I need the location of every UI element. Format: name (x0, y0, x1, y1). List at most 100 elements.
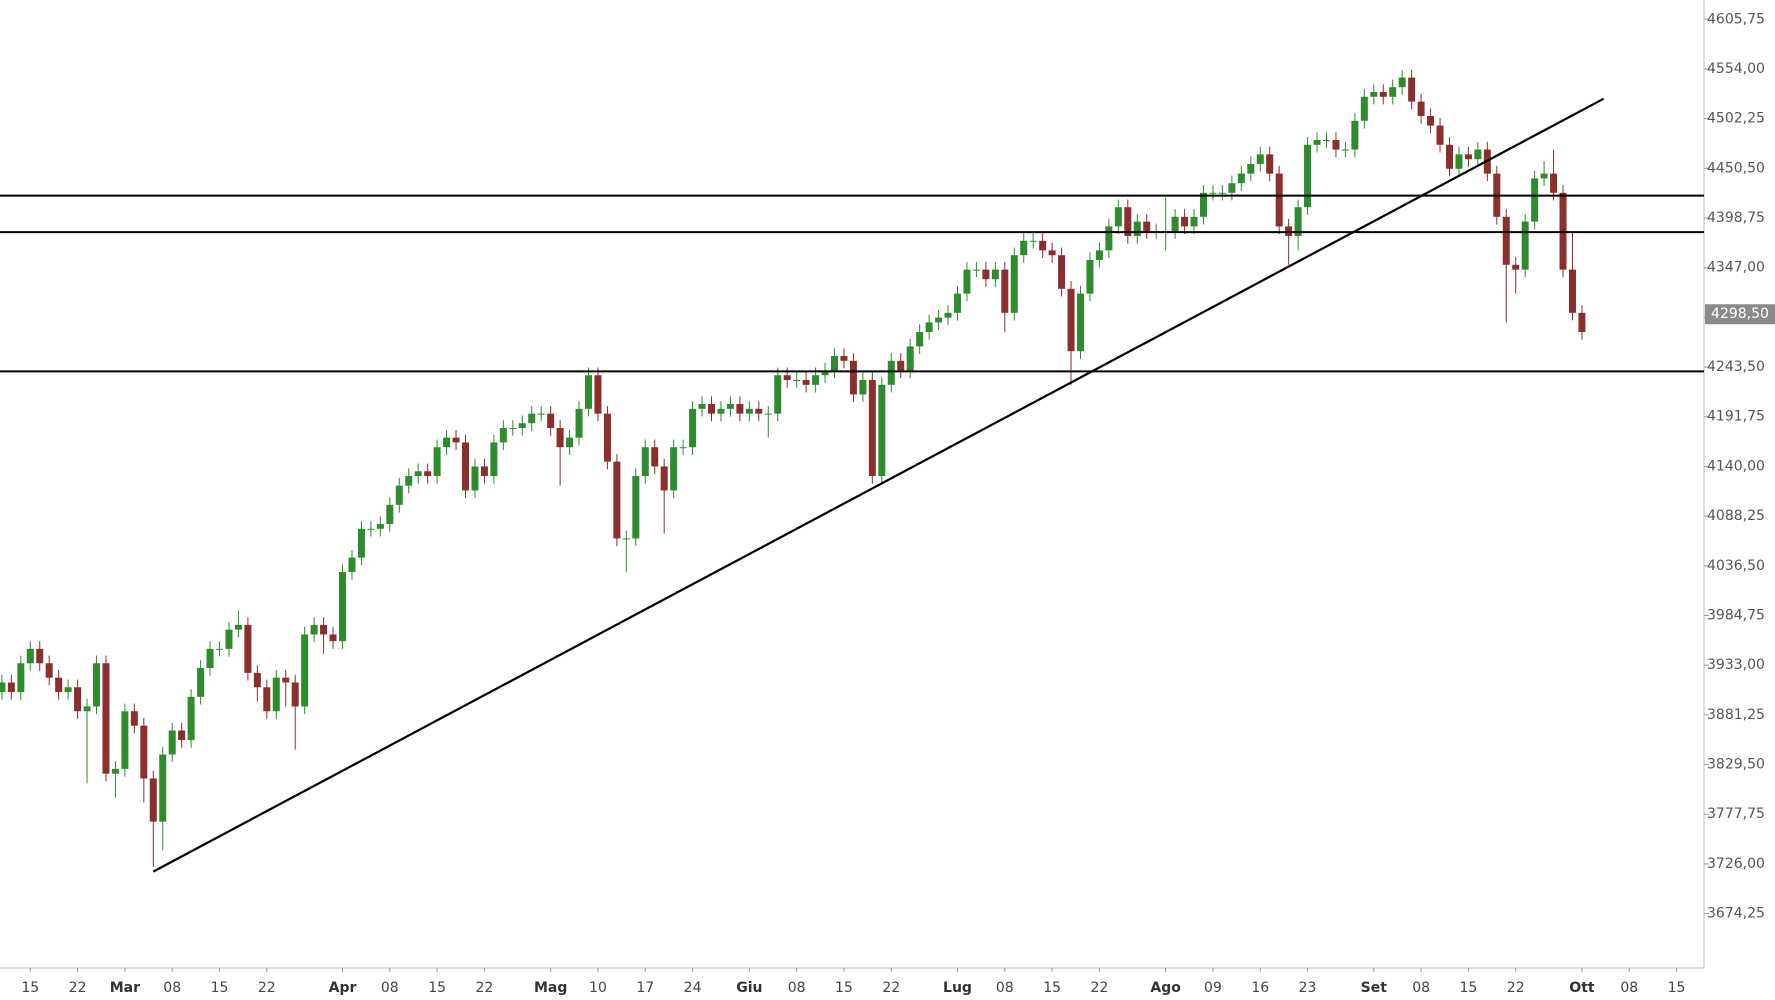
candle-body (348, 557, 356, 573)
candle-body (641, 447, 649, 477)
candle-body (471, 466, 479, 491)
candle-body (17, 663, 25, 693)
candle-body (1020, 240, 1028, 256)
candle-body (168, 730, 176, 755)
x-tick-label: 22 (1091, 980, 1109, 996)
x-tick-label: 08 (163, 980, 181, 996)
candle-body (1218, 192, 1226, 194)
candle-body (972, 269, 980, 271)
candle-body (443, 437, 451, 448)
candle-body (670, 447, 678, 491)
candle-body (963, 269, 971, 294)
candle-body (1039, 240, 1047, 251)
candle-body (1436, 125, 1444, 145)
candle-body (225, 629, 233, 649)
candle-body (1209, 192, 1217, 194)
candle-body (121, 711, 129, 769)
candle-body (887, 360, 895, 385)
candle-body (1058, 255, 1066, 289)
candle-body (74, 687, 82, 712)
candle-body (1237, 173, 1245, 184)
candle-body (26, 648, 34, 664)
candle-body (1531, 178, 1539, 222)
candle-body (1474, 149, 1482, 160)
x-tick-label: 22 (882, 980, 900, 996)
candle-body (1143, 221, 1151, 232)
x-tick-label: 15 (1459, 980, 1477, 996)
candle-body (830, 356, 838, 371)
candle-body (566, 437, 574, 448)
x-tick-label: 08 (788, 980, 806, 996)
candle-body (197, 668, 205, 697)
candle-body (206, 648, 214, 669)
candle-body (528, 413, 536, 424)
y-tick-label: 4191,75 (1707, 409, 1765, 425)
candle-body (537, 413, 545, 415)
x-tick-label: 10 (589, 980, 607, 996)
candle-body (916, 332, 924, 347)
candle-body (632, 476, 640, 539)
trend-line (152, 97, 1605, 873)
candle-body (1067, 288, 1075, 352)
candle-body (244, 624, 252, 673)
candle-body (1313, 139, 1321, 145)
candle-body (367, 528, 375, 530)
candle-body (575, 408, 583, 438)
last-price-label: 4298,50 (1711, 306, 1769, 322)
x-tick-label: 15 (835, 980, 853, 996)
candle-body (868, 380, 876, 477)
candle-body (698, 404, 706, 409)
x-tick-label: Apr (329, 980, 357, 996)
x-tick-label: Ago (1150, 980, 1181, 996)
candle-body (272, 677, 280, 712)
x-tick-label: 22 (476, 980, 494, 996)
candle-body (547, 413, 555, 429)
candle-body (102, 663, 110, 774)
candle-body (1199, 192, 1207, 217)
last-price-badge (1705, 304, 1775, 325)
candle-body (253, 672, 261, 688)
y-tick-label: 4347,00 (1707, 260, 1765, 276)
candle-body (234, 624, 242, 630)
candle-body (55, 677, 63, 693)
candle-body (509, 428, 517, 430)
candle-body (755, 408, 763, 414)
candle-body (935, 317, 943, 323)
candle-body (216, 648, 224, 650)
candle-body (793, 380, 801, 382)
candle-body (878, 384, 886, 477)
x-tick-label: 16 (1251, 980, 1269, 996)
candle-body (603, 413, 611, 462)
candle-body (1294, 207, 1302, 236)
candle-body (1512, 264, 1520, 270)
candle-body (1266, 154, 1274, 174)
x-tick-label: Ott (1569, 980, 1595, 996)
candle-body (1048, 250, 1056, 256)
y-tick-label: 4398,75 (1707, 210, 1765, 226)
candle-body (1540, 173, 1548, 179)
x-tick-label: 15 (21, 980, 39, 996)
x-tick-label: 08 (996, 980, 1014, 996)
y-tick-label: 3984,75 (1707, 607, 1765, 623)
candle-body (1445, 144, 1453, 169)
x-tick-label: Lug (943, 980, 972, 996)
candle-body (1417, 101, 1425, 116)
candle-body (0, 682, 6, 693)
y-tick-label: 4605,75 (1707, 11, 1765, 27)
x-tick-label: 22 (258, 980, 276, 996)
candle-body (1351, 120, 1359, 150)
y-tick-label: 3777,75 (1707, 806, 1765, 822)
candle-body (329, 634, 337, 642)
x-tick-label: 15 (1668, 980, 1686, 996)
candle-body (689, 408, 697, 448)
candle-body (1455, 154, 1463, 169)
candle-body (301, 634, 309, 707)
candle-body (1550, 173, 1558, 193)
candle-body (1256, 154, 1264, 164)
candle-body (1228, 183, 1236, 193)
candle-body (1171, 216, 1179, 232)
x-tick-label: Giu (736, 980, 762, 996)
candle-body (452, 437, 460, 443)
y-tick-label: 4140,00 (1707, 458, 1765, 474)
